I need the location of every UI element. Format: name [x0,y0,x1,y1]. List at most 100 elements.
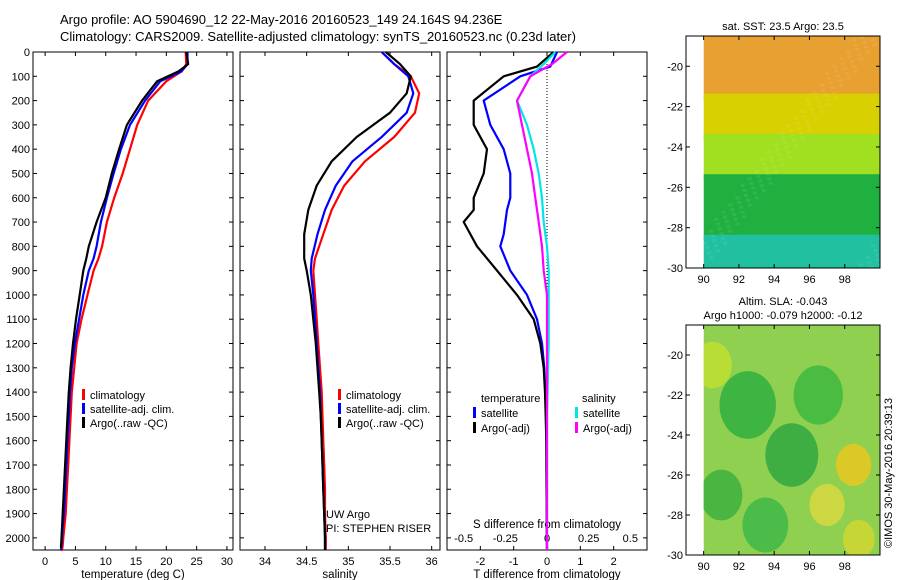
legend-swatch [473,407,476,418]
sst-texture [793,143,798,147]
sla-blob [719,371,776,439]
sst-texture [807,102,812,106]
copyright-label: ©IMOS 30-May-2016 20:39:13 [883,398,895,548]
map-title: Argo h1000: -0.079 h2000: -0.12 [703,310,862,322]
sst-texture [855,47,860,51]
sst-texture [814,95,819,99]
map-x-tick-label: 94 [768,561,780,573]
sst-texture [790,134,795,138]
x-tick-label: 1 [577,556,583,568]
map-x-tick-label: 90 [698,561,710,573]
legend-label: climatology [346,390,402,402]
y-tick-label: 1100 [6,314,30,326]
series-line [303,51,412,550]
legend-title: salinity [582,393,616,405]
sst-texture [747,177,752,181]
sst-texture [747,203,752,207]
sst-texture [723,215,728,219]
map-title: sat. SST: 23.5 Argo: 23.5 [722,21,844,33]
sst-texture [872,43,877,47]
sst-texture [786,150,791,154]
legend-swatch [82,389,85,400]
legend-label: satellite [481,408,518,420]
legend-label: Argo(-adj) [583,423,632,435]
salinity-tick-label: -0.25 [493,533,518,545]
sst-texture [825,71,830,75]
y-tick-label: 0 [24,47,30,59]
sst-texture [768,155,773,159]
sst-texture [763,167,768,171]
sst-texture [767,177,772,181]
map-y-tick-label: -22 [667,102,683,114]
series-line [309,51,415,550]
sst-texture [871,38,876,42]
sst-texture [867,260,872,264]
map-y-tick-label: -26 [667,182,683,194]
sla-blob [703,341,732,389]
map-x-tick-label: 94 [768,274,780,286]
sst-texture [820,83,825,87]
series-line [462,51,555,551]
sst-texture [827,76,832,80]
sst-texture [738,205,743,209]
map-y-tick-label: -30 [667,263,683,275]
sst-texture [708,256,713,260]
difference-panel: -2 -1 0 1 2T difference from climatology -0.5… [446,51,648,580]
sst-texture [812,91,817,95]
legend-label: satellite-adj. clim. [346,404,430,416]
sst-texture [850,59,855,63]
sst-texture [795,122,800,126]
sst-texture [872,248,877,252]
sst-texture [777,153,782,157]
sla-blob [765,423,819,487]
sst-texture [839,83,844,87]
map-y-tick-label: -24 [667,142,683,154]
sst-texture [809,107,814,111]
map-field [703,325,880,555]
sst-texture [745,198,750,202]
legend-label: Argo(..raw -QC) [90,418,168,430]
sst-texture [703,241,708,245]
y-tick-label: 1000 [6,290,30,302]
sst-texture [774,169,779,173]
sst-texture [793,117,798,121]
sst-texture [835,74,840,78]
sst-texture [740,184,745,188]
sst-texture [744,193,749,197]
map-x-tick-label: 90 [698,274,710,286]
sst-texture [812,117,817,121]
sst-texture [816,100,821,104]
sst-texture [717,227,722,231]
sst-texture [804,119,809,123]
sst-texture [728,203,733,207]
sst-texture [774,143,779,147]
sst-texture [779,157,784,161]
sst-texture [751,186,756,190]
sst-texture [714,217,719,221]
sst-texture [710,234,715,238]
sst-texture [708,229,713,233]
legend-swatch [338,389,341,400]
y-tick-label: 1900 [6,509,30,521]
map-title: Altim. SLA: -0.043 [739,296,828,308]
sst-texture [723,241,728,245]
x-axis-label: salinity [322,569,357,580]
sst-texture [788,155,793,159]
series-line [59,51,190,548]
sla-blob [842,519,875,555]
sst-band [703,174,880,241]
sst-texture [781,162,786,166]
map-y-tick-label: -20 [667,61,683,73]
series-line [60,51,188,552]
sst-texture [864,45,869,49]
sst-texture [828,81,833,85]
x-tick-label: 34.5 [296,556,317,568]
x-tick-label: 15 [130,556,142,568]
legend-label: satellite-adj. clim. [90,404,174,416]
sst-texture [805,98,810,102]
x-tick-label: 5 [72,556,78,568]
sst-texture [786,124,791,128]
sla-blob [703,469,743,521]
x-tick-label: 0 [42,556,48,568]
legend-swatch [82,417,85,428]
